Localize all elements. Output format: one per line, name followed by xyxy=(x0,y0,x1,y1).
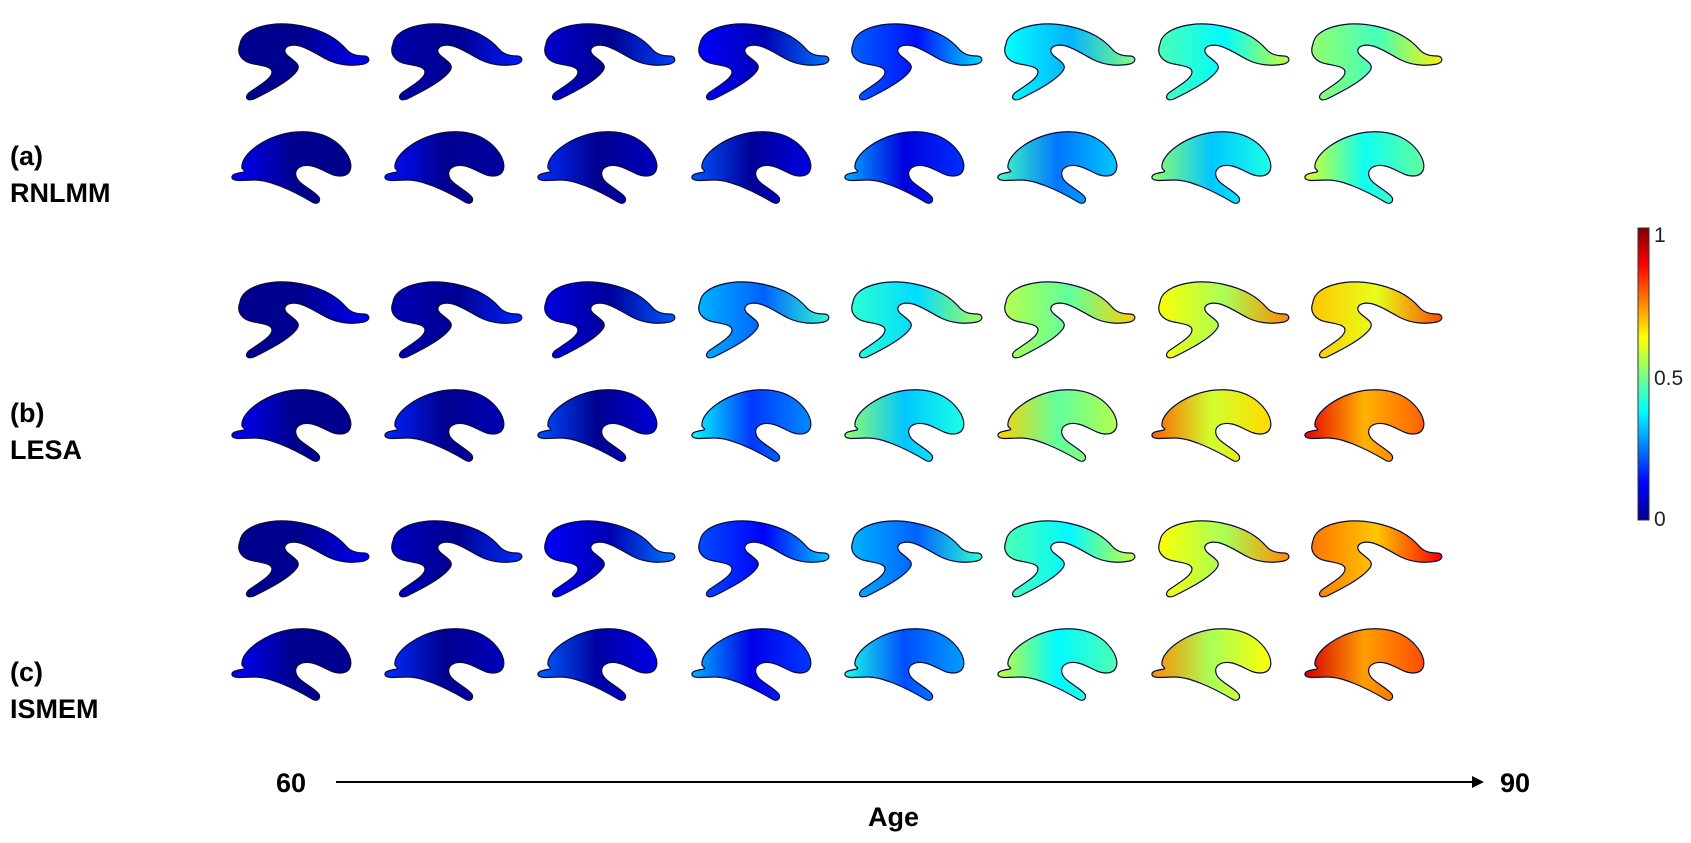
surface-map-b-row1-col5 xyxy=(851,281,983,359)
surface-map-c-row2-col7 xyxy=(1151,628,1272,701)
surface-map-c-row1-col1 xyxy=(238,520,370,598)
surface-map-b-row1-col4 xyxy=(698,281,830,359)
surface-map-c-row2-col3 xyxy=(537,628,658,701)
surface-map-b-row1-col1 xyxy=(238,281,370,359)
surface-map-c-row2-col1 xyxy=(231,628,352,701)
colorbar-tick-min: 0 xyxy=(1654,508,1666,531)
surface-map-b-row2-col1 xyxy=(231,389,352,462)
colorbar xyxy=(1637,227,1650,521)
surface-map-a-row1-col2 xyxy=(391,23,523,101)
surface-map-a-row2-col7 xyxy=(1151,131,1272,204)
group-method-c: ISMEM xyxy=(10,694,99,724)
age-start-label: 60 xyxy=(276,768,307,798)
surface-map-b-row1-col6 xyxy=(1004,281,1136,359)
surface-map-b-row1-col7 xyxy=(1158,281,1290,359)
group-label-a: (a) RNLMM xyxy=(10,138,110,212)
surface-map-a-row1-col1 xyxy=(238,23,370,101)
surface-map-b-row1-col8 xyxy=(1311,281,1443,359)
surface-map-c-row1-col4 xyxy=(698,520,830,598)
surface-map-c-row1-col2 xyxy=(391,520,523,598)
group-letter-a: (a) xyxy=(10,141,43,171)
surface-map-a-row1-col5 xyxy=(851,23,983,101)
surface-map-a-row1-col3 xyxy=(544,23,676,101)
age-end-label: 90 xyxy=(1500,768,1531,798)
surface-map-b-row1-col2 xyxy=(391,281,523,359)
surface-map-a-row1-col6 xyxy=(1004,23,1136,101)
surface-map-c-row2-col8 xyxy=(1304,628,1425,701)
group-letter-b: (b) xyxy=(10,398,45,428)
surface-map-c-row2-col2 xyxy=(384,628,505,701)
surface-map-c-row2-col5 xyxy=(844,628,965,701)
surface-map-c-row1-col6 xyxy=(1004,520,1136,598)
surface-map-a-row1-col7 xyxy=(1158,23,1290,101)
surface-map-a-row2-col6 xyxy=(997,131,1118,204)
surface-map-b-row2-col7 xyxy=(1151,389,1272,462)
surface-map-a-row1-col8 xyxy=(1311,23,1443,101)
surface-map-b-row2-col4 xyxy=(691,389,812,462)
surface-map-a-row2-col8 xyxy=(1304,131,1425,204)
surface-map-c-row1-col8 xyxy=(1311,520,1443,598)
group-letter-c: (c) xyxy=(10,657,43,687)
surface-map-c-row2-col4 xyxy=(691,628,812,701)
surface-map-a-row2-col4 xyxy=(691,131,812,204)
surface-map-b-row2-col5 xyxy=(844,389,965,462)
surface-map-c-row2-col6 xyxy=(997,628,1118,701)
surface-map-b-row2-col6 xyxy=(997,389,1118,462)
age-arrow-head xyxy=(1472,776,1484,788)
group-method-a: RNLMM xyxy=(10,178,111,208)
colorbar-tick-mid: 0.5 xyxy=(1654,367,1684,390)
group-label-c: (c) ISMEM xyxy=(10,654,99,728)
surface-map-a-row2-col2 xyxy=(384,131,505,204)
surface-map-b-row1-col3 xyxy=(544,281,676,359)
surface-map-a-row2-col1 xyxy=(231,131,352,204)
group-method-b: LESA xyxy=(10,435,83,465)
surface-map-c-row1-col7 xyxy=(1158,520,1290,598)
age-axis-title: Age xyxy=(868,802,920,832)
colorbar-tick-max: 1 xyxy=(1654,224,1666,247)
surface-map-c-row1-col3 xyxy=(544,520,676,598)
surface-map-a-row1-col4 xyxy=(698,23,830,101)
surface-map-b-row2-col2 xyxy=(384,389,505,462)
group-label-b: (b) LESA xyxy=(10,395,82,469)
surface-map-c-row1-col5 xyxy=(851,520,983,598)
surface-map-a-row2-col5 xyxy=(844,131,965,204)
surface-map-b-row2-col8 xyxy=(1304,389,1425,462)
surface-map-a-row2-col3 xyxy=(537,131,658,204)
surface-map-b-row2-col3 xyxy=(537,389,658,462)
